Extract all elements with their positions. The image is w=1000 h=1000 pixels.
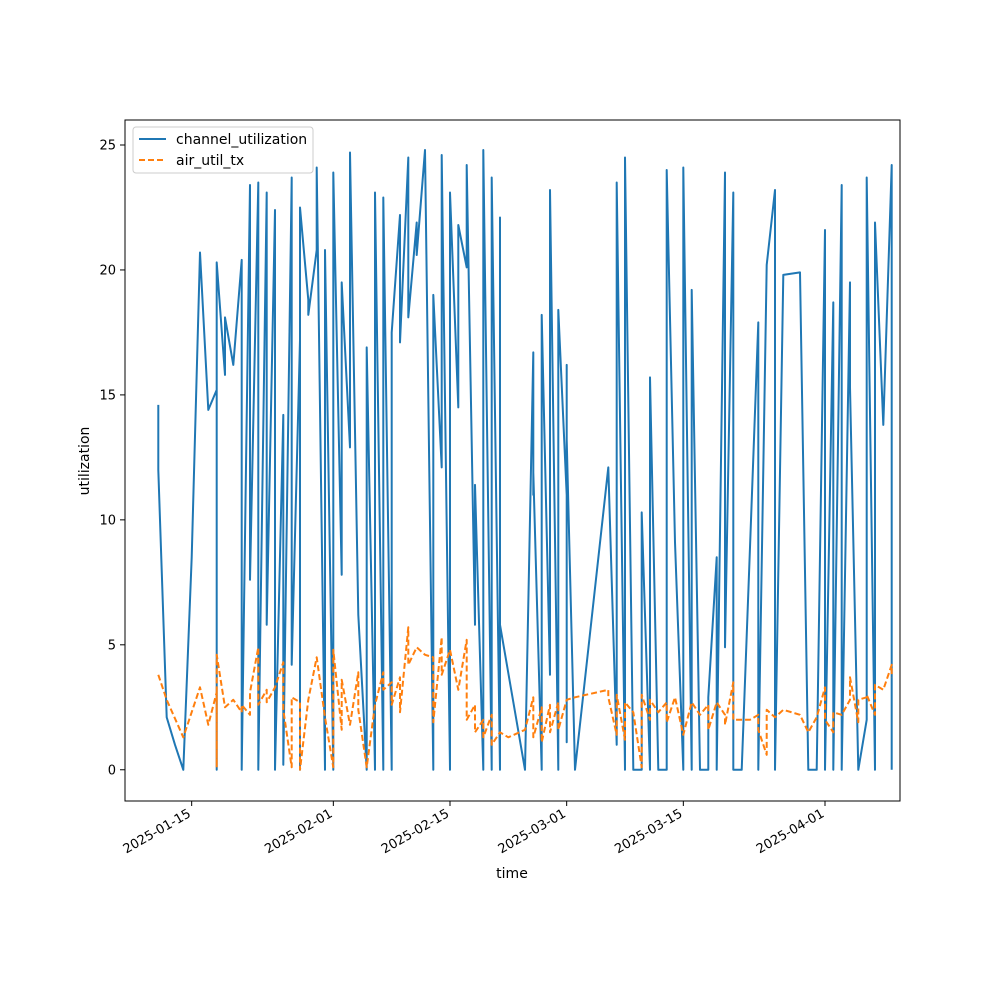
y-tick-label: 0	[108, 763, 116, 778]
y-tick-label: 5	[108, 638, 116, 653]
legend-box	[132, 126, 314, 174]
y-tick-label: 15	[99, 388, 116, 403]
legend-label-channel-utilization: channel_utilization	[176, 132, 307, 148]
y-tick-label: 25	[99, 138, 116, 153]
axes-frame	[124, 119, 901, 802]
series-line-channel-utilization	[157, 149, 893, 771]
legend-label-air-util-tx: air_util_tx	[176, 153, 244, 169]
y-tick-label: 10	[99, 513, 116, 528]
series-line-air-util-tx	[157, 626, 893, 771]
y-tick-label: 20	[99, 263, 116, 278]
plot-area	[157, 149, 893, 771]
y-axis-label: utilization	[77, 427, 93, 496]
x-axis-label: time	[496, 866, 528, 882]
legend: channel_utilization air_util_tx	[132, 126, 314, 174]
